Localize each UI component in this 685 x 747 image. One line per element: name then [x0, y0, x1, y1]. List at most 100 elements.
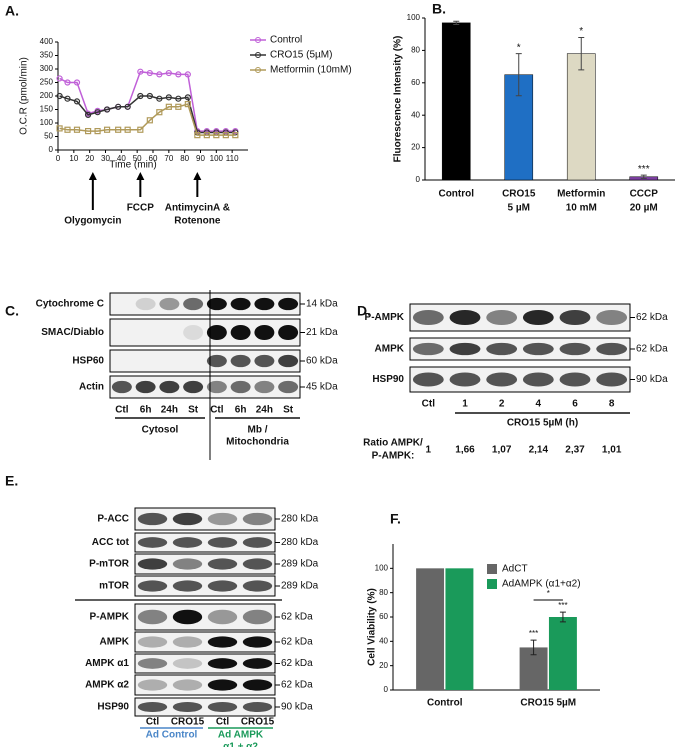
error-bar: [640, 174, 647, 179]
group-label: Ad Control: [146, 730, 198, 741]
band: [135, 380, 156, 394]
band: [449, 342, 481, 356]
legend-marker: [255, 37, 261, 43]
marker: [184, 94, 191, 101]
band: [207, 512, 238, 526]
y-tick-label: 350: [40, 51, 54, 60]
band: [172, 636, 203, 648]
legend-label: Metformin (10mM): [270, 65, 352, 76]
panel-label: A.: [5, 3, 19, 19]
marker: [165, 94, 172, 101]
x-tick-label: Control: [427, 698, 463, 709]
y-tick-label: 200: [40, 91, 54, 100]
annotation: Olygomycin: [64, 216, 121, 227]
band: [137, 512, 168, 526]
panel-label: E.: [5, 473, 18, 489]
band: [596, 372, 628, 387]
panel-label: C.: [5, 303, 19, 319]
marker: [175, 95, 182, 102]
band: [278, 324, 299, 341]
significance: *: [517, 42, 521, 53]
kda-label: 21 kDa: [306, 327, 338, 338]
kda-label: 289 kDa: [281, 559, 319, 570]
error-bar: [578, 36, 585, 71]
marker: [194, 132, 201, 139]
row-label: Actin: [79, 382, 104, 393]
band: [486, 309, 518, 326]
panel-label: B.: [432, 1, 446, 17]
error-bar: [530, 639, 537, 656]
band: [207, 580, 238, 592]
band: [278, 380, 299, 394]
legend-label: AdCT: [502, 564, 528, 575]
x-tick-label: 60: [149, 154, 158, 163]
band: [242, 679, 273, 691]
kda-label: 62 kDa: [636, 312, 668, 323]
significance: ***: [558, 601, 567, 610]
band: [207, 658, 238, 669]
kda-label: 14 kDa: [306, 299, 338, 310]
marker: [175, 71, 182, 78]
legend-label: AdAMPK (α1+α2): [502, 579, 581, 590]
arrow-head: [136, 172, 145, 180]
band: [242, 580, 273, 592]
ratio-value: 2,37: [565, 445, 585, 456]
band: [230, 324, 251, 341]
marker: [124, 103, 131, 110]
marker: [115, 103, 122, 110]
comparison: *: [547, 589, 550, 598]
kda-label: 60 kDa: [306, 356, 338, 367]
group-label: Ad AMPK: [218, 730, 264, 741]
lane-label: 4: [536, 399, 542, 410]
band: [254, 354, 275, 368]
band: [278, 354, 299, 368]
lane-label: 6h: [235, 405, 247, 416]
significance: ***: [529, 629, 538, 638]
y-tick-label: 300: [40, 64, 54, 73]
kda-label: 62 kDa: [281, 680, 313, 691]
x-tick-label: 20 µM: [630, 203, 658, 214]
marker: [213, 132, 220, 139]
band: [412, 372, 444, 387]
band: [254, 324, 275, 341]
band: [254, 297, 275, 311]
kda-label: 62 kDa: [281, 637, 313, 648]
band: [207, 537, 238, 548]
bar: [566, 53, 596, 181]
y-axis-label: O.C.R (pmol/min): [19, 57, 30, 135]
band: [242, 537, 273, 548]
band: [596, 309, 628, 326]
marker: [232, 132, 239, 139]
marker: [64, 95, 71, 102]
marker: [165, 103, 172, 110]
band: [137, 658, 168, 669]
band: [254, 380, 275, 394]
band: [172, 679, 203, 691]
group-label: Mb /: [248, 425, 268, 436]
marker: [56, 75, 63, 82]
row-label: P-ACC: [97, 514, 129, 525]
error-bar: [453, 20, 460, 25]
x-tick-label: 10: [69, 154, 78, 163]
arrow-head: [193, 172, 202, 180]
row-label: HSP90: [97, 702, 129, 713]
bar: [548, 617, 577, 690]
marker: [73, 79, 81, 86]
x-tick-label: CRO15: [502, 189, 536, 200]
kda-label: 90 kDa: [281, 702, 313, 713]
marker: [84, 128, 92, 135]
x-tick-label: Control: [438, 189, 474, 200]
marker: [222, 132, 229, 139]
row-label: AMPK α1: [85, 658, 129, 669]
y-tick-label: 100: [407, 13, 421, 22]
arrow-head: [88, 172, 97, 180]
marker: [64, 126, 71, 133]
y-tick-label: 0: [384, 685, 389, 694]
kda-label: 45 kDa: [306, 382, 338, 393]
band: [242, 701, 273, 713]
series-line: [59, 70, 236, 132]
significance: ***: [638, 164, 650, 175]
row-label: HSP90: [372, 374, 404, 385]
band: [137, 636, 168, 648]
